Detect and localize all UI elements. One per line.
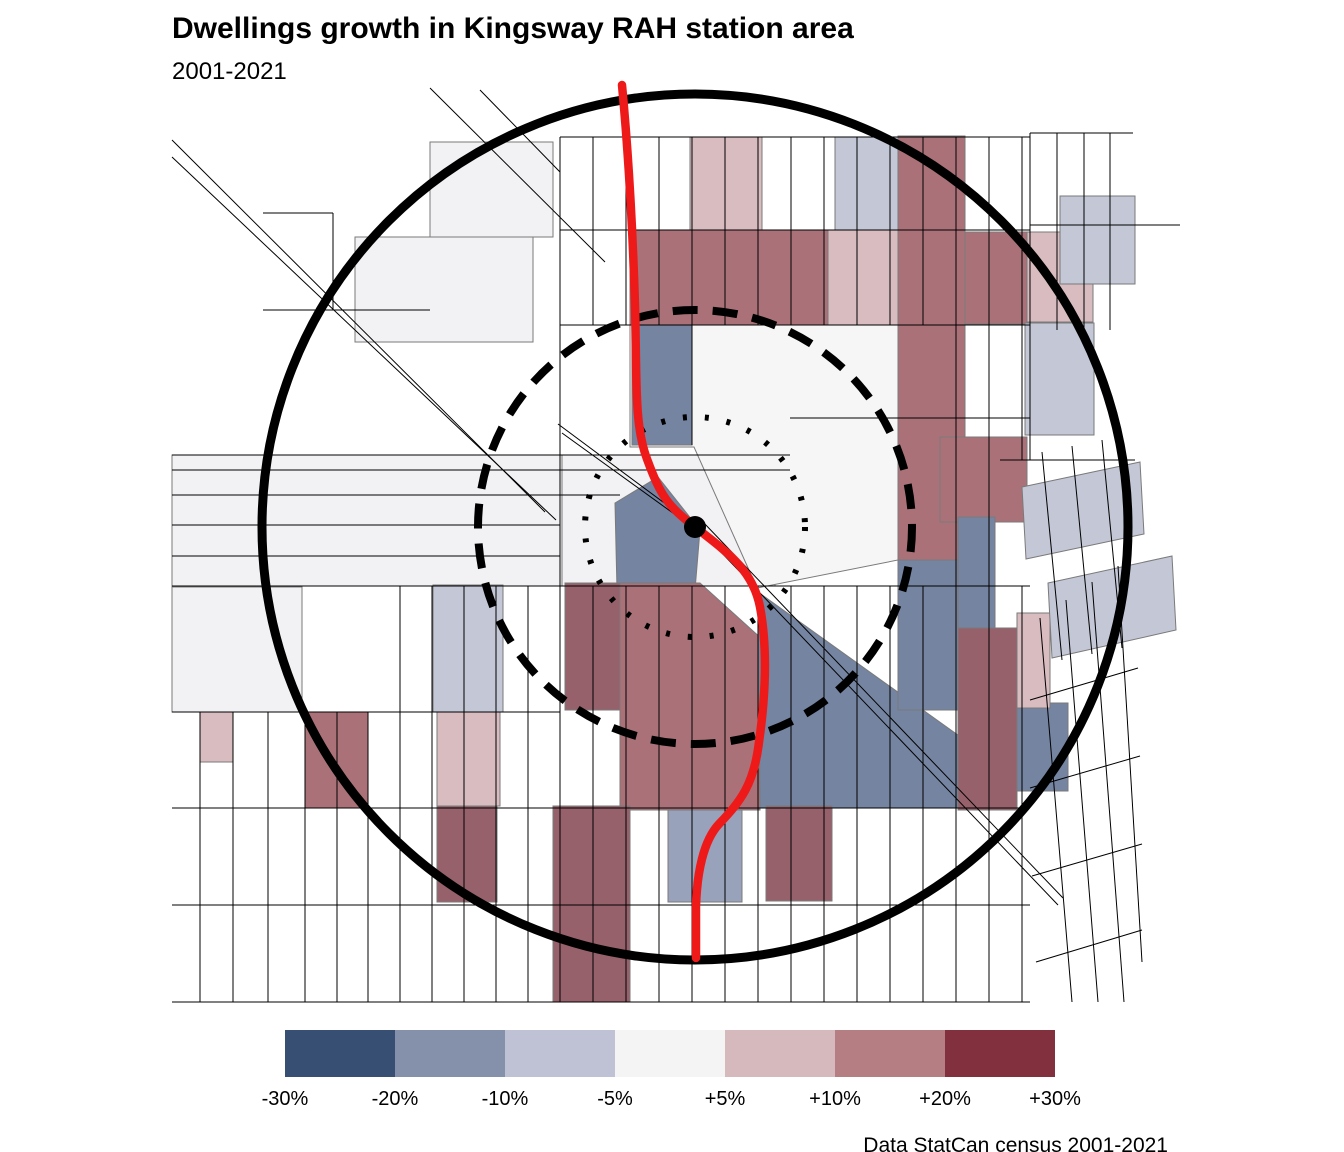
road-line [1041, 451, 1063, 661]
legend-break-label: +5% [704, 1088, 746, 1110]
census-tract [834, 136, 899, 231]
data-source-caption: Data StatCan census 2001-2021 [863, 1134, 1168, 1152]
census-tract [171, 454, 563, 587]
lrt-line [617, 80, 770, 963]
legend-color-bar [285, 1030, 1055, 1077]
census-tract [436, 805, 498, 903]
legend-break-labels: -30% -20% -10% -5% +5% +10% +20% +30% [0, 1088, 1344, 1114]
legend-swatch [725, 1030, 835, 1077]
legend-swatch [615, 1030, 725, 1077]
census-tract [689, 136, 763, 231]
legend-swatch [285, 1030, 395, 1077]
walkshed-inner-ring [582, 414, 808, 640]
legend-break-label: +10% [809, 1088, 861, 1110]
legend-break-label: +20% [919, 1088, 971, 1110]
road-line [1031, 843, 1143, 877]
walkshed-middle-ring [474, 306, 916, 748]
census-tract [957, 627, 1018, 811]
census-tract [1021, 461, 1145, 560]
station-point [684, 516, 706, 538]
census-tract [939, 436, 1028, 523]
legend-swatch [945, 1030, 1055, 1077]
legend-break-label: -20% [371, 1088, 419, 1110]
legend-swatch [395, 1030, 505, 1077]
census-tract [827, 229, 899, 326]
road-line [1071, 445, 1093, 655]
road-line [171, 156, 557, 521]
road-line [429, 87, 606, 263]
road-line [1065, 599, 1099, 1003]
road-line [1029, 667, 1139, 701]
legend-swatch [505, 1030, 615, 1077]
census-tract [199, 711, 234, 763]
census-tract [552, 805, 631, 1003]
legend-swatch [835, 1030, 945, 1077]
road-line [1035, 929, 1143, 963]
census-tract [436, 711, 501, 807]
legend-break-label: -5% [597, 1088, 633, 1110]
legend-break-label: -30% [261, 1088, 309, 1110]
legend-break-label: -10% [481, 1088, 529, 1110]
census-tract [765, 805, 833, 902]
census-tract [429, 141, 554, 238]
census-tract [964, 231, 1028, 325]
page-subtitle: 2001-2021 [172, 58, 287, 85]
legend-break-label: +30% [1029, 1088, 1081, 1110]
census-tract [354, 236, 534, 343]
census-tract [614, 476, 701, 591]
road-line [1039, 617, 1073, 1003]
road-line [171, 139, 546, 513]
road-line [1117, 565, 1143, 963]
census-tract [1059, 195, 1136, 285]
page-title: Dwellings growth in Kingsway RAH station… [172, 12, 854, 45]
road-line [1091, 581, 1125, 1003]
